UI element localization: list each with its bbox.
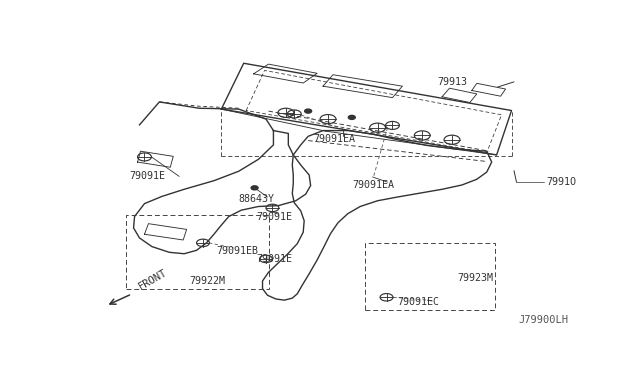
- Text: 79091EA: 79091EA: [353, 180, 395, 190]
- Circle shape: [251, 186, 258, 190]
- Text: 79922M: 79922M: [189, 276, 225, 286]
- Text: 79923M: 79923M: [457, 273, 493, 283]
- Text: 79913: 79913: [437, 77, 467, 87]
- Text: 7991O: 7991O: [547, 177, 576, 187]
- Circle shape: [348, 115, 355, 119]
- Bar: [125, 215, 269, 289]
- Text: 88643Y: 88643Y: [239, 194, 275, 204]
- Bar: [365, 243, 495, 311]
- Text: 79091E: 79091E: [256, 254, 292, 264]
- Text: 79091EB: 79091EB: [216, 246, 259, 256]
- Text: 79091E: 79091E: [129, 171, 166, 182]
- Text: 79091EA: 79091EA: [313, 134, 355, 144]
- Text: 79091E: 79091E: [256, 212, 292, 221]
- Circle shape: [305, 109, 312, 113]
- Text: 79091EC: 79091EC: [397, 298, 440, 307]
- Text: J79900LH: J79900LH: [518, 315, 568, 325]
- Text: FRONT: FRONT: [137, 267, 169, 292]
